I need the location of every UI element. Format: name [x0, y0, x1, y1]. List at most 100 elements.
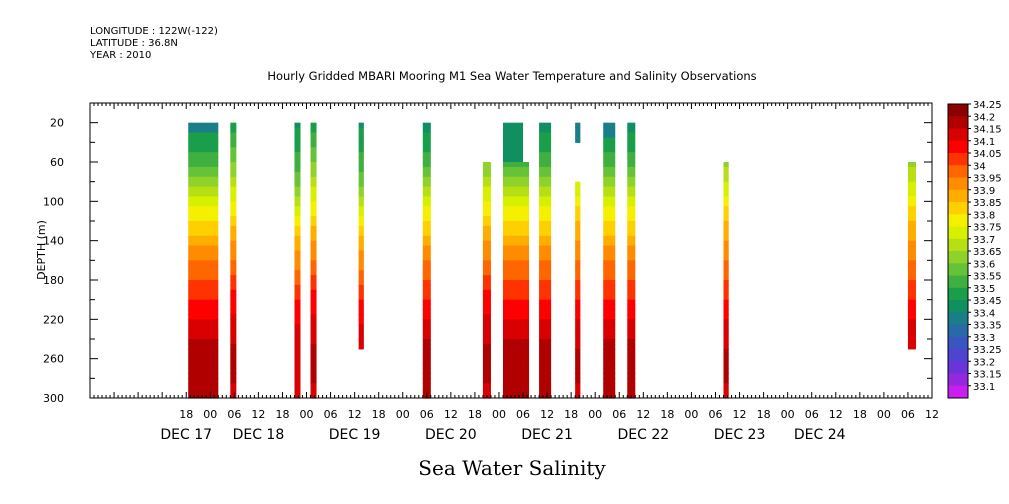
data-column-5: [422, 122, 431, 399]
colorbar-label: 33.15: [973, 370, 1002, 381]
data-column-14: [723, 162, 729, 399]
colorbar-label: 34.05: [973, 149, 1002, 160]
x-tick-label: 12: [636, 408, 650, 421]
colorbar-label: 33.8: [973, 210, 995, 221]
colorbar-label: 34.1: [973, 137, 995, 148]
date-label: DEC 18: [233, 427, 285, 443]
x-tick-label: 00: [203, 408, 217, 421]
x-tick-label: 06: [805, 408, 819, 421]
x-tick-label: 00: [877, 408, 891, 421]
x-tick-label: 18: [275, 408, 289, 421]
x-tick-label: 18: [179, 408, 193, 421]
colorbar-label: 33.85: [973, 198, 1002, 209]
data-column-9: [539, 122, 552, 399]
longitude-label: LONGITUDE : 122W(-122): [90, 26, 218, 37]
colorbar-label: 33.7: [973, 235, 995, 246]
colorbar-label: 33.2: [973, 357, 995, 368]
colorbar-label: 33.9: [973, 186, 995, 197]
x-tick-label: 00: [588, 408, 602, 421]
colorbar-swatch: [948, 177, 968, 191]
y-tick-label: 220: [43, 313, 64, 326]
data-column-6: [482, 162, 491, 399]
colorbar-swatch: [948, 202, 968, 215]
colorbar-label: 34.15: [973, 125, 1002, 136]
colorbar-swatch: [948, 116, 968, 129]
x-tick-label: 18: [468, 408, 482, 421]
y-tick-label: 20: [50, 117, 64, 130]
x-tick-label: 12: [733, 408, 747, 421]
x-tick-label: 12: [444, 408, 458, 421]
colorbar-label: 33.6: [973, 259, 995, 270]
year-label: YEAR : 2010: [90, 50, 152, 61]
y-tick-label: 140: [43, 235, 64, 248]
colorbar-label: 33.65: [973, 247, 1002, 258]
y-ticks: [90, 102, 932, 399]
colorbar-swatch: [948, 165, 968, 178]
colorbar-swatch: [948, 140, 968, 154]
colorbar-swatch: [948, 104, 968, 117]
x-tick-label: 18: [853, 408, 867, 421]
data-column-0: [188, 122, 219, 399]
colorbar-swatch: [948, 153, 968, 166]
data-column-15: [907, 162, 916, 350]
data-column-8: [523, 162, 530, 399]
colorbar-swatch: [948, 324, 968, 338]
data-column-13: [627, 122, 636, 399]
colorbar-label: 33.5: [973, 284, 995, 295]
latitude-label: LATITUDE : 36.8N: [90, 38, 178, 49]
x-tick-label: 12: [829, 408, 843, 421]
data-column-3: [310, 122, 317, 399]
colorbar-swatch: [948, 238, 968, 252]
date-label: DEC 24: [794, 427, 846, 443]
x-tick-label: 00: [684, 408, 698, 421]
y-tick-label: 60: [50, 156, 64, 169]
colorbar-legend: 34.2534.234.1534.134.053433.9533.933.853…: [947, 100, 1002, 399]
x-tick-label: 06: [516, 408, 530, 421]
x-tick-label: 00: [396, 408, 410, 421]
data-column-12: [603, 122, 616, 399]
date-label: DEC 20: [425, 427, 477, 443]
colorbar-swatch: [948, 128, 968, 142]
date-label: DEC 19: [329, 427, 381, 443]
x-tick-label: 06: [324, 408, 338, 421]
colorbar-label: 33.35: [973, 321, 1002, 332]
colorbar-swatch: [948, 300, 968, 313]
variable-label: Sea Water Salinity: [418, 456, 606, 480]
colorbar-label: 33.45: [973, 296, 1002, 307]
date-label: DEC 22: [617, 427, 669, 443]
y-tick-label: 300: [43, 392, 64, 405]
x-tick-label: 18: [660, 408, 674, 421]
x-tick-label: 12: [925, 408, 939, 421]
x-tick-label: 12: [251, 408, 265, 421]
x-tick-label: 18: [564, 408, 578, 421]
y-tick-label: 180: [43, 274, 64, 287]
x-tick-label: 00: [492, 408, 506, 421]
colorbar-label: 33.1: [973, 382, 995, 393]
data-column-2: [294, 122, 301, 399]
x-tick-label: 12: [540, 408, 554, 421]
colorbar-label: 33.4: [973, 308, 995, 319]
colorbar-swatch: [948, 214, 968, 227]
x-tick-label: 00: [781, 408, 795, 421]
colorbar-swatch: [948, 385, 968, 399]
plot-area: 18 00 06 12 18 00 06 12 18 00 06 12 18 00 06 12 18 00 06 12…: [43, 102, 939, 443]
chart-title: Hourly Gridded MBARI Mooring M1 Sea Wate…: [267, 69, 756, 83]
colorbar-label: 33.3: [973, 333, 995, 344]
colorbar-label: 33.25: [973, 345, 1002, 356]
y-axis-label: DEPTH (m): [35, 220, 48, 280]
colorbar-swatch: [948, 275, 968, 289]
colorbar-swatch: [948, 189, 968, 203]
y-tick-label: 100: [43, 195, 64, 208]
colorbar-swatch: [948, 263, 968, 276]
colorbar-swatch: [948, 251, 968, 264]
data-column-11: [575, 181, 581, 399]
colorbar-swatch: [948, 336, 968, 350]
colorbar-label: 34.25: [973, 100, 1002, 111]
colorbar-label: 33.75: [973, 223, 1002, 234]
data-column-7: [502, 122, 524, 399]
colorbar-label: 33.95: [973, 174, 1002, 185]
x-tick-label: 12: [348, 408, 362, 421]
colorbar-swatch: [948, 312, 968, 325]
x-tick-label: 18: [757, 408, 771, 421]
